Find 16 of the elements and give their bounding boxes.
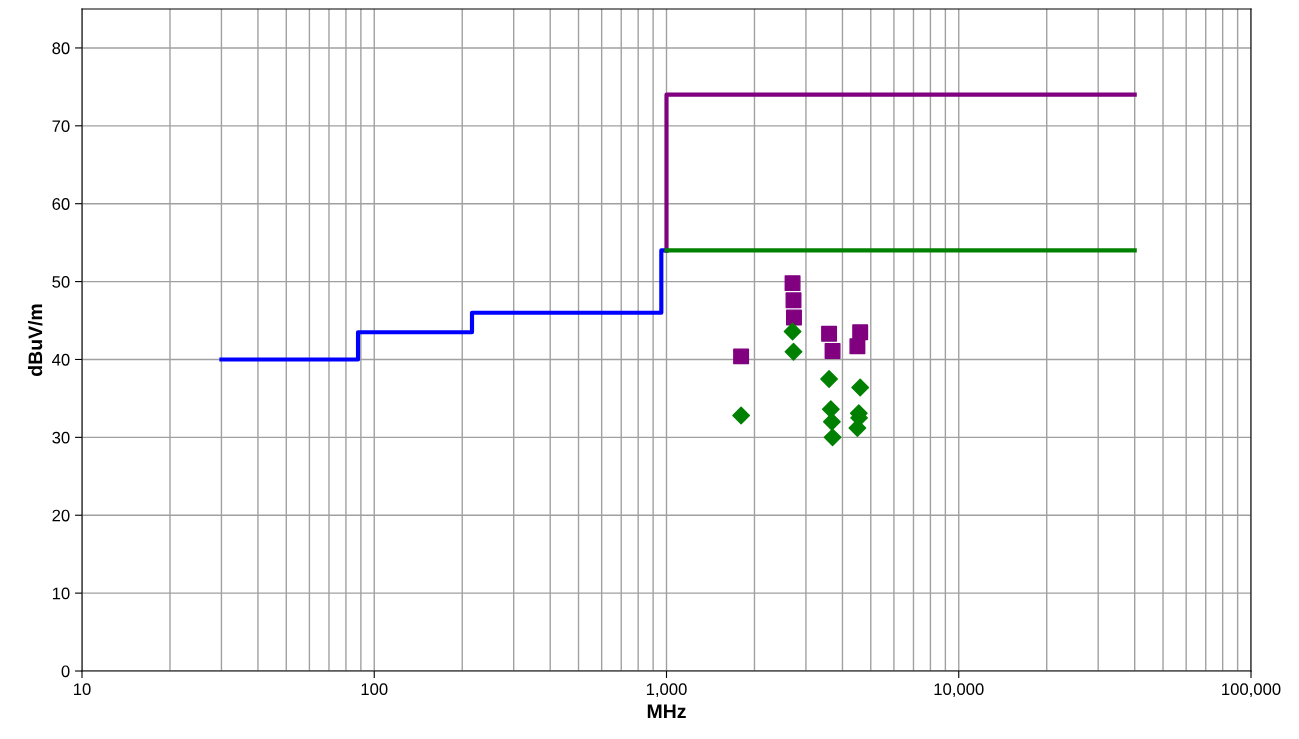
y-axis-title: dBuV/m <box>27 304 43 376</box>
y-tick-label: 30 <box>52 431 70 444</box>
y-tick-label: 80 <box>52 42 70 55</box>
y-tick-label: 0 <box>61 665 70 678</box>
y-tick-label: 20 <box>52 509 70 522</box>
x-tick-label: 10,000 <box>934 683 984 698</box>
x-tick-label: 10 <box>74 683 91 696</box>
y-tick-label: 70 <box>52 120 70 133</box>
x-tick-label: 100 <box>361 683 388 696</box>
y-tick-label: 60 <box>52 198 70 210</box>
y-tick-label: 40 <box>52 353 70 366</box>
x-tick-label: 1,000 <box>646 683 687 698</box>
x-tick-label: 100,000 <box>1222 683 1281 698</box>
y-tick-label: 10 <box>52 587 70 600</box>
x-axis-title: MHz <box>647 704 686 718</box>
y-tick-label: 50 <box>52 275 70 288</box>
